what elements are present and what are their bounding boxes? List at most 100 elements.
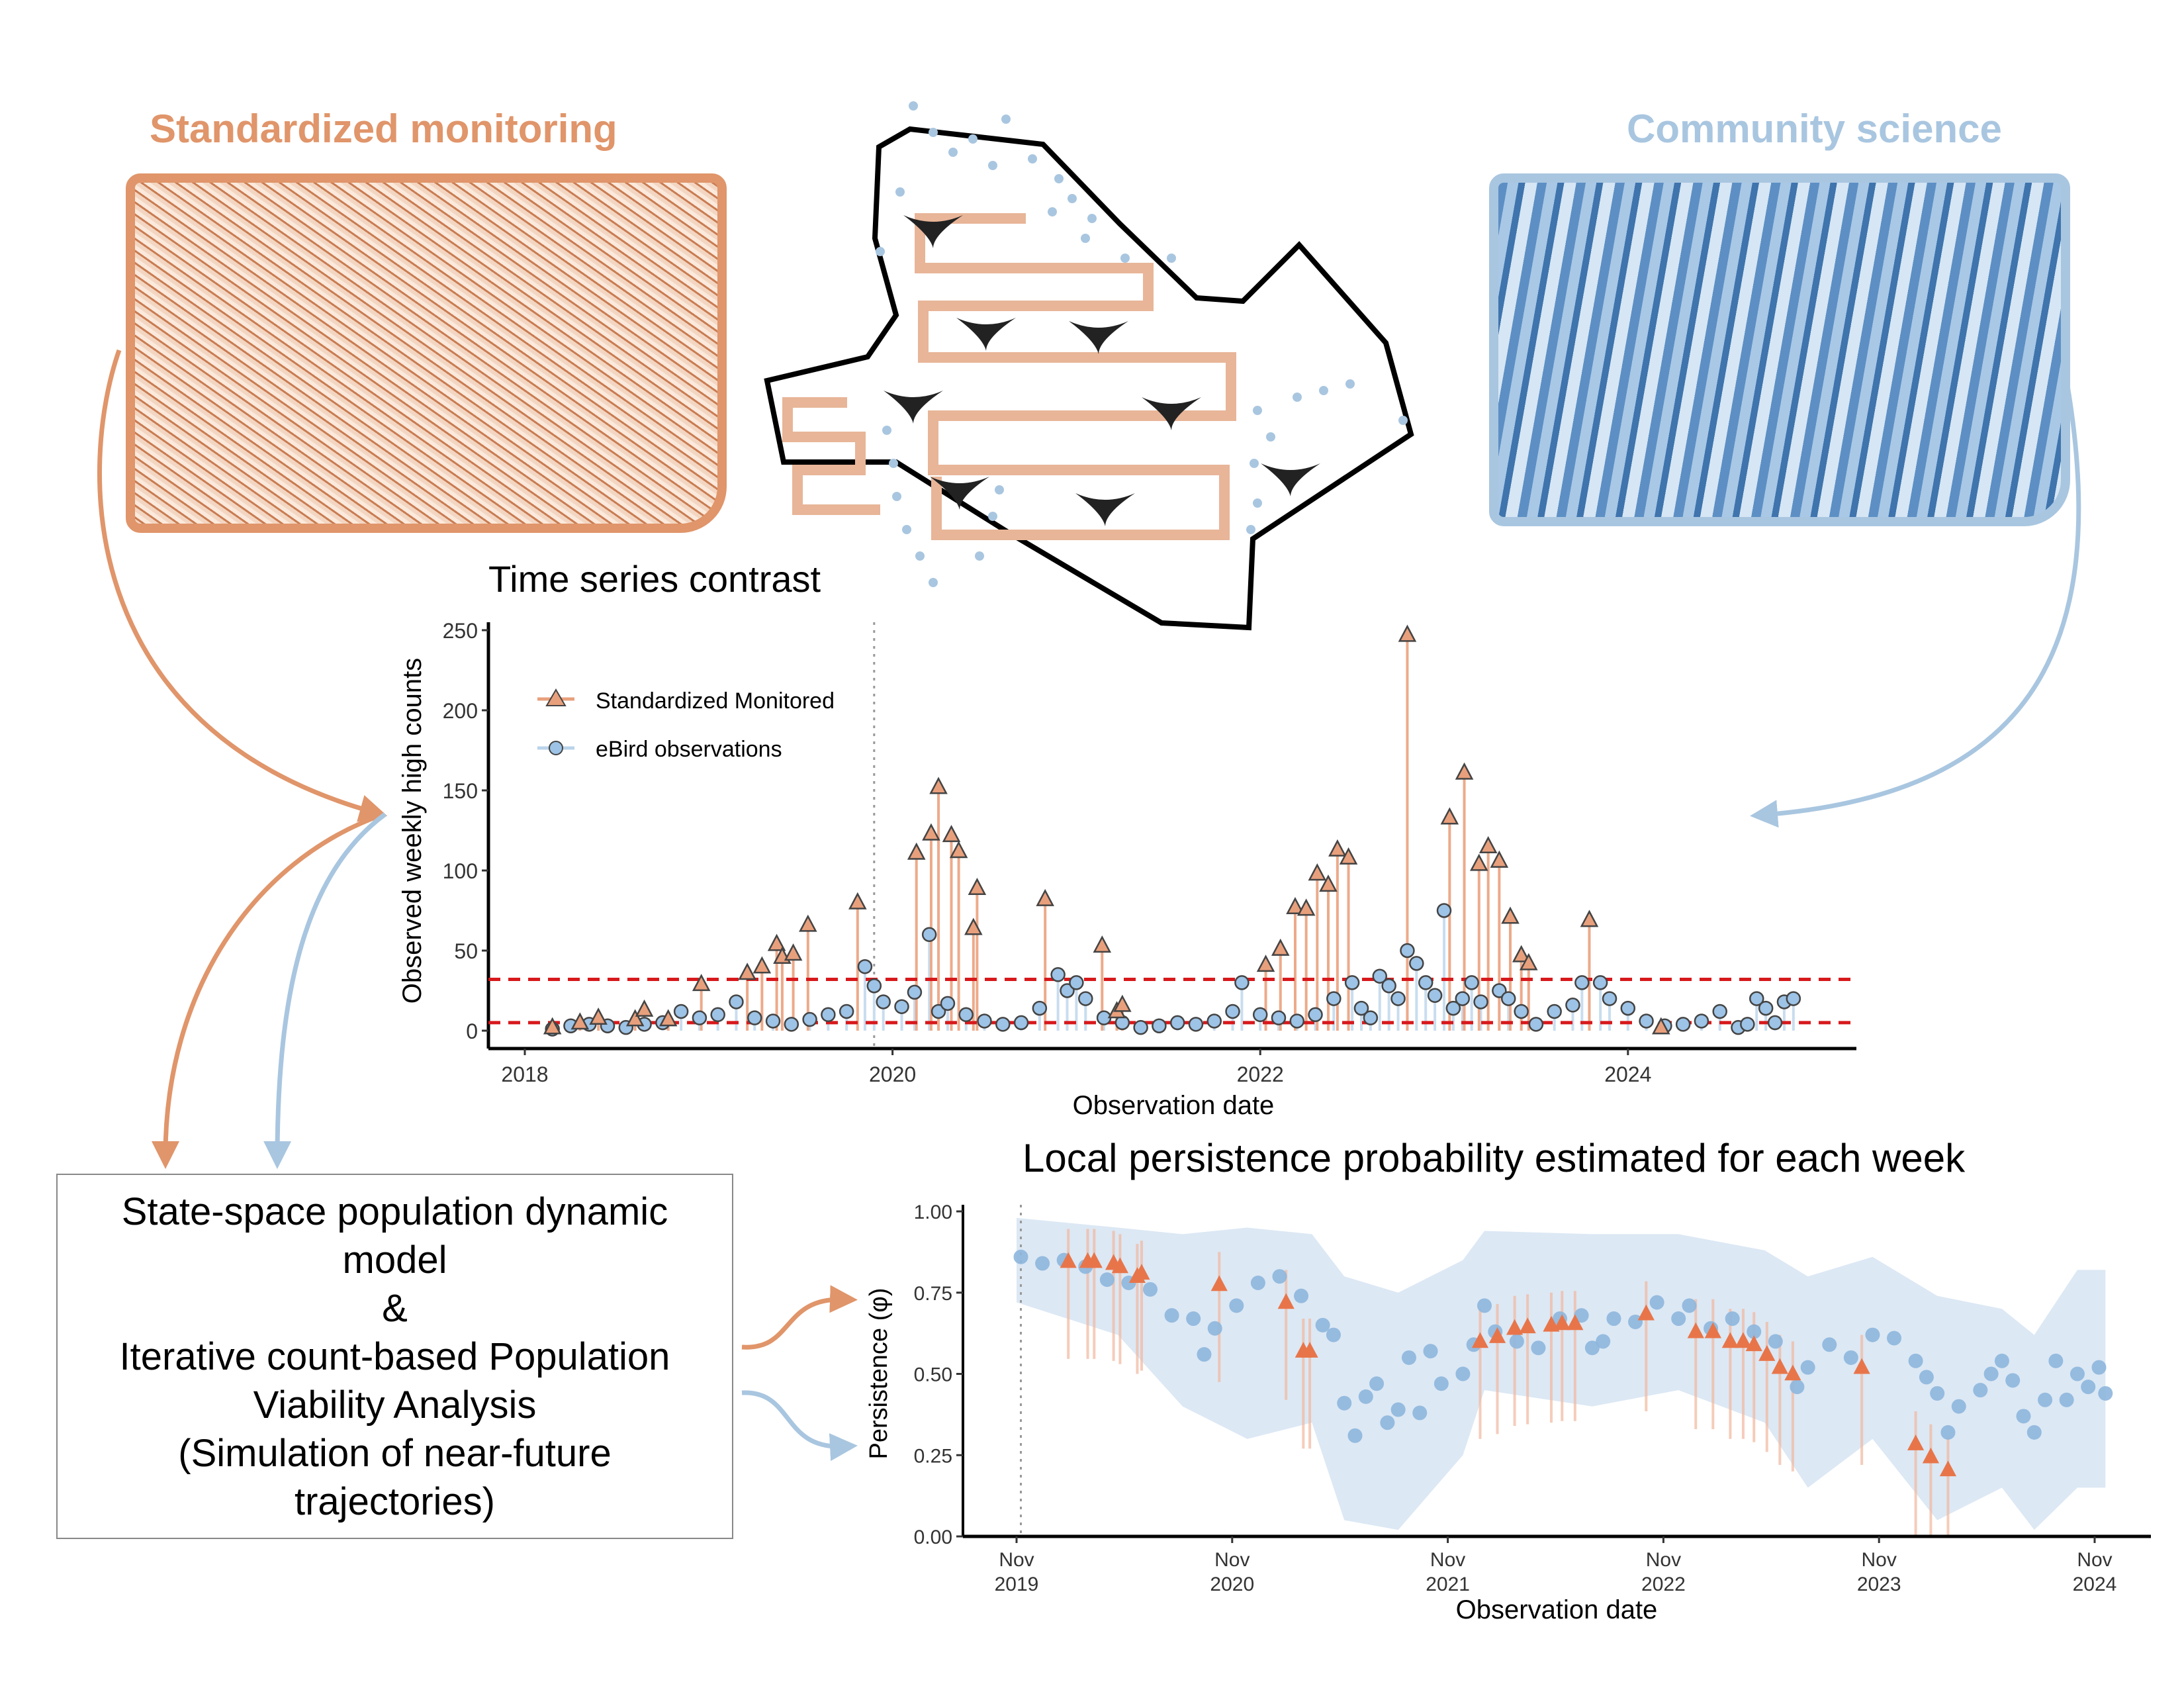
ebird-point	[1252, 1007, 1268, 1023]
persistence-point-ebird	[2091, 1360, 2107, 1375]
persistence-point-standardized	[1553, 1314, 1570, 1331]
x-tick-year: 2020	[1210, 1573, 1254, 1595]
ebird-point	[907, 984, 923, 1000]
y-tick-label: 0.00	[914, 1526, 952, 1548]
ebird-point	[839, 1004, 854, 1019]
persistence-point-ebird	[1380, 1415, 1395, 1430]
persistence-point-ebird	[1725, 1311, 1740, 1327]
model-line: (Simulation of near-future	[178, 1431, 612, 1475]
standardized-point	[1319, 874, 1338, 892]
standardized-point	[1271, 938, 1290, 956]
ebird-point	[1712, 1004, 1727, 1019]
standardized-point	[1093, 935, 1112, 953]
ebird-point	[1060, 983, 1075, 998]
ebird-point	[692, 1010, 707, 1025]
persistence-point-ebird	[1596, 1334, 1611, 1349]
persistence-point-standardized	[1519, 1317, 1536, 1334]
ebird-point	[1032, 1000, 1048, 1016]
x-tick-label: 2022	[1237, 1062, 1284, 1086]
persistence-point-ebird	[1994, 1353, 2009, 1368]
standardized-point	[942, 825, 961, 843]
ebird-dot	[1398, 416, 1408, 425]
persistence-point-ebird	[1649, 1295, 1664, 1310]
bird-silhouette-icon	[956, 318, 1016, 351]
ebird-dot	[1001, 115, 1011, 124]
persistence-point-ebird	[1197, 1347, 1212, 1362]
standardized-point	[692, 974, 711, 992]
x-tick-label: 2020	[869, 1062, 916, 1086]
ebird-dot	[1087, 214, 1097, 223]
ebird-dot	[892, 492, 901, 501]
birdwatchers-photo	[1489, 173, 2070, 526]
persistence-point-standardized	[1704, 1322, 1721, 1338]
ebird-dot	[915, 551, 925, 561]
persistence-point-ebird	[1401, 1350, 1416, 1365]
y-tick-label: 100	[443, 859, 478, 883]
persistence-point-ebird	[1477, 1298, 1492, 1313]
model-line: &	[382, 1286, 408, 1330]
persistence-point-standardized	[1210, 1275, 1228, 1291]
ebird-point	[1574, 975, 1590, 990]
ebird-point	[1740, 1017, 1755, 1032]
persistence-point-ebird	[1164, 1308, 1179, 1323]
persistence-point-ebird	[1768, 1334, 1783, 1349]
bird-silhouette-icon	[1069, 321, 1128, 354]
standardized-point	[570, 1012, 590, 1030]
persistence-point-standardized	[1907, 1434, 1925, 1450]
ebird-point	[1133, 1019, 1148, 1035]
ebird-dot	[948, 148, 958, 157]
persistence-point-ebird	[2016, 1409, 2031, 1424]
ebird-point	[1308, 1007, 1323, 1023]
x-tick-year: 2021	[1426, 1573, 1470, 1595]
ebird-point	[1409, 956, 1424, 971]
persistence-point-standardized	[1922, 1447, 1939, 1464]
legend-triangle-icon	[545, 688, 567, 706]
ebird-point	[821, 1007, 836, 1023]
persistence-point-ebird	[1347, 1428, 1363, 1443]
model-to-persistence-orange-arrow	[741, 1285, 858, 1350]
ebird-point	[1418, 975, 1433, 990]
ebird-dot	[1246, 525, 1255, 534]
persistence-point-standardized	[1085, 1252, 1103, 1268]
legend-label-standardized: Standardized Monitored	[596, 688, 835, 714]
ebird-point	[1620, 1000, 1636, 1016]
ebird-dot	[929, 578, 938, 587]
persistence-point-ebird	[1035, 1256, 1050, 1271]
standardized-point	[1652, 1017, 1670, 1035]
ebird-dot	[882, 426, 891, 435]
standardized-point	[589, 1007, 608, 1025]
y-tick-label: 250	[443, 619, 478, 643]
ebird-point	[1602, 991, 1617, 1006]
ebird-point	[1528, 1017, 1544, 1032]
persistence-point-ebird	[2005, 1373, 2021, 1388]
ebird-dot	[1253, 498, 1262, 508]
ebird-dot	[929, 128, 938, 137]
x-tick-month: Nov	[1214, 1549, 1250, 1571]
ebird-dot	[902, 525, 911, 534]
y-axis-label: Persistence (φ)	[865, 1288, 893, 1459]
bird-silhouettes	[884, 215, 1320, 526]
ebird-point	[1400, 943, 1415, 959]
persistence-point-ebird	[2098, 1385, 2113, 1401]
ebird-dot	[1167, 254, 1176, 263]
standardized-point	[922, 823, 940, 841]
standardized-point	[1339, 847, 1358, 865]
ebird-point	[1326, 991, 1342, 1006]
ebird-point	[931, 1004, 946, 1019]
ebird-point	[1225, 1004, 1240, 1019]
persistence-point-standardized	[1784, 1364, 1801, 1381]
persistence-point-ebird	[2038, 1392, 2053, 1407]
ebird-dot	[889, 459, 898, 468]
standardized-point	[1036, 888, 1054, 906]
ebird-point	[1206, 1013, 1222, 1029]
persistence-point-ebird	[1983, 1366, 1999, 1382]
standardized-monitoring-title: Standardized monitoring	[150, 107, 617, 151]
standardized-point	[767, 933, 786, 951]
standardized-point	[784, 943, 803, 961]
y-tick-label: 200	[443, 699, 478, 723]
persistence-point-standardized	[1506, 1319, 1524, 1335]
legend: Standardized Monitored eBird observation…	[537, 688, 835, 762]
